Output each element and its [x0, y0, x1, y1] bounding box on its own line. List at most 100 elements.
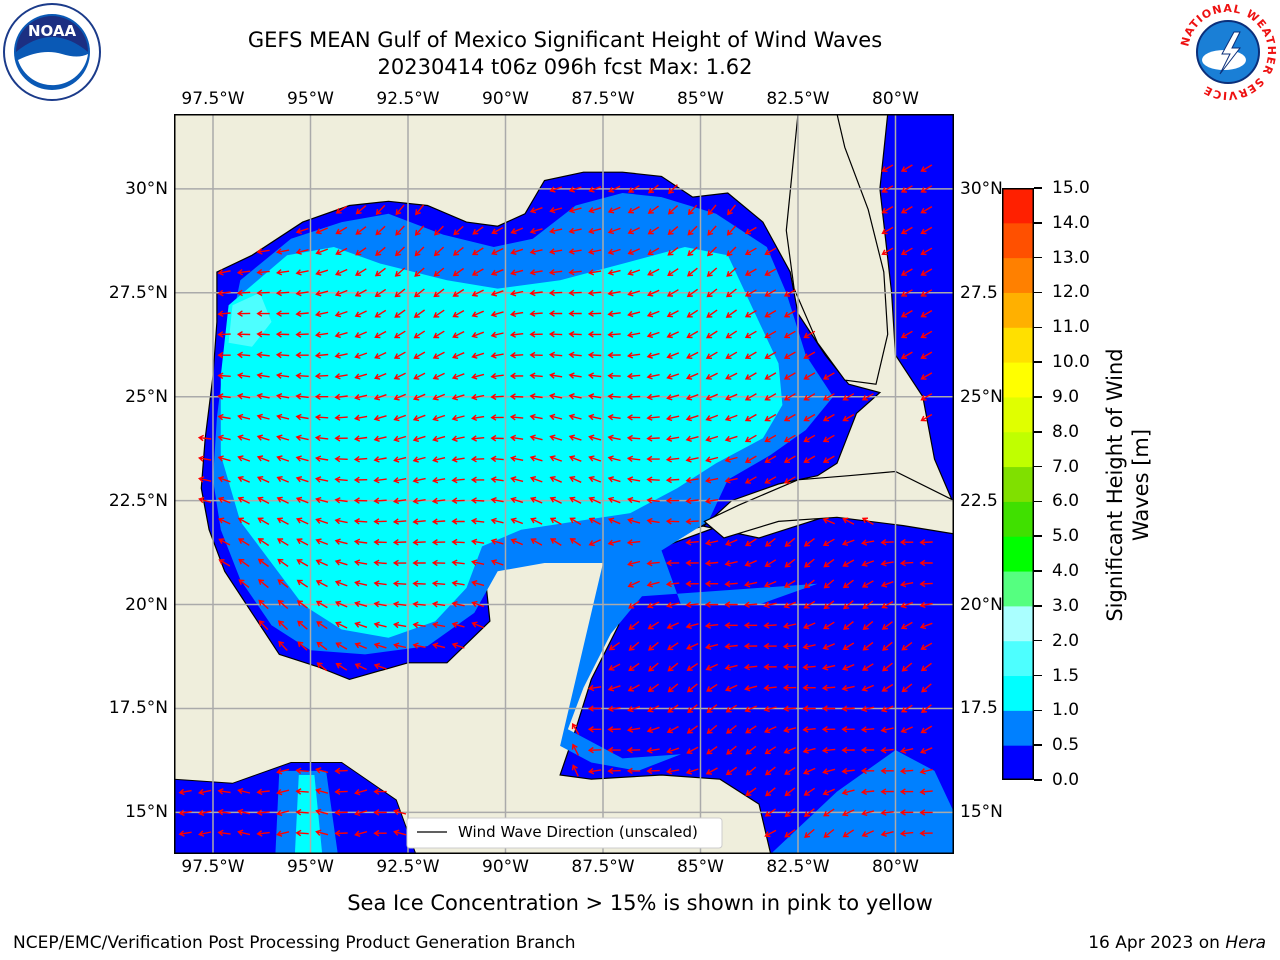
- wave-arrow: [392, 539, 407, 546]
- colorbar-tick-mark: [1034, 744, 1042, 746]
- wave-arrow: [354, 600, 368, 608]
- wave-arrow: [842, 663, 855, 671]
- wave-arrow: [587, 705, 602, 712]
- wave-arrow: [724, 643, 738, 650]
- wave-arrow: [882, 641, 893, 651]
- wave-arrow: [822, 372, 835, 380]
- wave-arrow: [627, 726, 641, 733]
- wave-arrow: [920, 185, 933, 193]
- wave-arrow: [432, 414, 446, 422]
- wave-arrow: [627, 248, 640, 255]
- wave-arrow: [607, 331, 621, 338]
- wave-arrow: [354, 414, 368, 422]
- wave-arrow: [920, 642, 933, 650]
- wave-arrow: [802, 663, 816, 671]
- wave-arrow: [549, 372, 563, 379]
- wave-arrow: [764, 537, 776, 547]
- wave-arrow: [509, 393, 524, 400]
- wave-arrow: [880, 767, 894, 775]
- wave-arrow: [687, 225, 698, 236]
- wave-arrow: [899, 788, 914, 795]
- pacific-band-high: [294, 775, 323, 854]
- wave-arrow: [685, 393, 699, 401]
- wave-arrow: [471, 247, 484, 256]
- wave-arrow: [724, 684, 738, 692]
- wave-arrow: [646, 414, 660, 421]
- wave-arrow: [295, 829, 309, 837]
- wave-arrow: [393, 808, 407, 816]
- wave-arrow: [899, 767, 914, 775]
- wave-arrow: [646, 747, 660, 754]
- wave-arrow: [217, 310, 231, 318]
- wave-arrow: [393, 642, 407, 649]
- wave-arrow: [415, 204, 425, 216]
- wave-arrow: [646, 435, 660, 442]
- wave-arrow: [276, 496, 289, 504]
- wave-arrow: [315, 579, 328, 588]
- wave-arrow: [646, 601, 660, 609]
- wave-arrow: [256, 330, 270, 338]
- wave-arrow: [217, 496, 231, 504]
- wave-arrow: [627, 185, 640, 193]
- wave-arrow: [803, 413, 816, 422]
- wave-arrow: [296, 579, 309, 588]
- wave-arrow: [217, 289, 231, 297]
- wave-arrow: [919, 580, 933, 588]
- footer-host: Hera: [1225, 933, 1266, 953]
- wave-arrow: [707, 225, 717, 236]
- wave-arrow: [646, 581, 660, 588]
- wave-arrow: [355, 226, 367, 235]
- wave-arrow: [607, 372, 621, 380]
- wave-arrow: [471, 621, 485, 629]
- wave-arrow: [861, 809, 875, 817]
- wave-arrow: [394, 288, 406, 298]
- wave-arrow: [276, 393, 290, 400]
- wave-arrow: [276, 434, 290, 441]
- wave-arrow: [529, 248, 543, 255]
- florida-land: [785, 114, 889, 385]
- colorbar-tick-label: 0.5: [1052, 735, 1080, 756]
- wave-arrow: [198, 455, 212, 462]
- wave-arrow: [880, 581, 894, 588]
- colorbar-tick-mark: [1034, 396, 1042, 398]
- wave-arrow: [256, 455, 270, 462]
- wave-arrow: [744, 538, 757, 547]
- wave-arrow: [608, 663, 621, 671]
- wave-arrow: [920, 289, 933, 297]
- wave-arrow: [685, 518, 699, 525]
- wave-arrow: [490, 290, 504, 297]
- wave-arrow: [296, 600, 308, 609]
- wave-arrow: [471, 331, 485, 339]
- wave-arrow: [666, 767, 680, 775]
- wave-arrow: [471, 538, 485, 546]
- wave-arrow: [413, 372, 426, 380]
- wave-arrow: [529, 269, 543, 276]
- wave-arrow: [920, 164, 933, 172]
- wave-arrow: [607, 767, 621, 775]
- lon-tick-bottom: 95°W: [287, 857, 334, 877]
- wave-arrow: [646, 310, 660, 318]
- wave-arrow: [666, 435, 680, 442]
- wave-arrow: [920, 226, 933, 235]
- wave-arrow: [236, 351, 251, 359]
- wave-arrow: [724, 414, 738, 422]
- wave-arrow: [648, 662, 659, 672]
- wave-arrow: [217, 808, 231, 816]
- wave-arrow: [705, 663, 718, 671]
- wave-arrow: [394, 309, 406, 318]
- wave-band-caribbean: [770, 750, 954, 854]
- wave-arrow: [687, 246, 698, 257]
- wave-arrow: [490, 311, 504, 318]
- lat-tick-right: 15°N: [960, 802, 1003, 823]
- lat-tick-left: 20°N: [125, 594, 168, 615]
- wave-arrow: [724, 456, 738, 463]
- wave-arrow: [705, 456, 719, 463]
- wave-arrow: [276, 476, 289, 483]
- wave-arrow: [804, 828, 815, 838]
- wave-arrow: [256, 268, 270, 276]
- wave-arrow: [412, 477, 426, 484]
- wave-arrow: [764, 289, 777, 297]
- wave-arrow: [354, 559, 368, 566]
- wave-arrow: [724, 580, 738, 588]
- wave-arrow: [765, 787, 776, 797]
